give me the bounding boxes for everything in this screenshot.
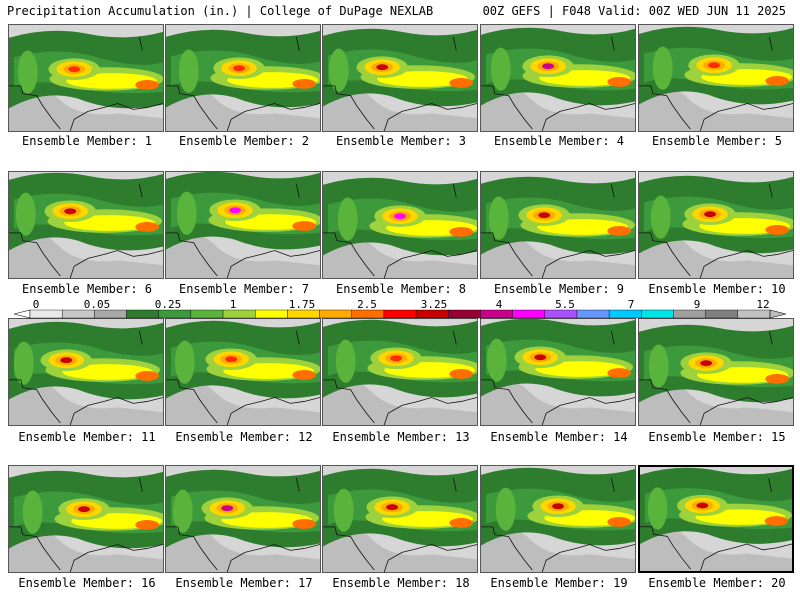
colorbar-tick-label: 0	[32, 298, 40, 311]
colorbar-swatch	[158, 309, 192, 319]
ensemble-map-16	[8, 465, 164, 573]
colorbar-swatch	[255, 309, 288, 319]
ensemble-member-label: Ensemble Member: 10	[648, 282, 786, 296]
run-info: 00Z GEFS | F048 Valid: 00Z WED JUN 11 20…	[482, 4, 786, 18]
colorbar-swatch	[705, 309, 739, 319]
ensemble-member-label: Ensemble Member: 6	[21, 282, 153, 296]
colorbar-tick-label: 3.25	[420, 298, 448, 311]
ensemble-map-5	[638, 24, 794, 132]
ensemble-member-label: Ensemble Member: 16	[18, 576, 156, 590]
colorbar-tick-label: 4	[495, 298, 503, 311]
page-title: Precipitation Accumulation (in.) | Colle…	[7, 4, 434, 18]
ensemble-member-label: Ensemble Member: 1	[21, 134, 153, 148]
ensemble-map-18	[322, 465, 478, 573]
ensemble-member-label: Ensemble Member: 15	[648, 430, 786, 444]
ensemble-map-8	[322, 171, 478, 279]
ensemble-map-10	[638, 171, 794, 279]
colorbar-tick-label: 2.5	[357, 298, 377, 311]
colorbar-swatch	[448, 309, 481, 319]
colorbar-swatch	[29, 309, 63, 319]
colorbar-tick-label: 1	[229, 298, 237, 311]
colorbar-swatch	[480, 309, 513, 319]
ensemble-map-3	[322, 24, 478, 132]
colorbar-swatch	[126, 309, 159, 319]
ensemble-member-label: Ensemble Member: 12	[175, 430, 313, 444]
colorbar-swatch	[415, 309, 449, 319]
ensemble-member-label: Ensemble Member: 5	[651, 134, 783, 148]
colorbar-tick-label: 0.05	[83, 298, 111, 311]
colorbar-swatch	[319, 309, 352, 319]
colorbar-tick-label: 5.5	[555, 298, 575, 311]
ensemble-member-label: Ensemble Member: 8	[335, 282, 467, 296]
ensemble-map-12	[165, 318, 321, 426]
ensemble-map-6	[8, 171, 164, 279]
colorbar-swatch	[673, 309, 706, 319]
ensemble-map-13	[322, 318, 478, 426]
ensemble-member-label: Ensemble Member: 13	[332, 430, 470, 444]
ensemble-member-label: Ensemble Member: 7	[178, 282, 310, 296]
ensemble-member-label: Ensemble Member: 14	[490, 430, 628, 444]
colorbar-swatch	[544, 309, 578, 319]
colorbar-tick-label: 0.25	[154, 298, 182, 311]
ensemble-map-4	[480, 24, 636, 132]
colorbar-swatch	[512, 309, 545, 319]
ensemble-map-11	[8, 318, 164, 426]
colorbar-tick-label: 12	[756, 298, 770, 311]
colorbar-swatch	[383, 309, 417, 319]
ensemble-map-7	[165, 171, 321, 279]
colorbar-swatch	[608, 309, 642, 319]
ensemble-member-label: Ensemble Member: 11	[18, 430, 156, 444]
ensemble-map-15	[638, 318, 794, 426]
colorbar-swatch	[641, 309, 674, 319]
ensemble-map-2	[165, 24, 321, 132]
colorbar-swatch	[222, 309, 256, 319]
colorbar-swatch	[61, 309, 95, 319]
ensemble-map-20	[638, 465, 794, 573]
colorbar-tick-label: 9	[693, 298, 701, 311]
ensemble-map-9	[480, 171, 636, 279]
ensemble-member-label: Ensemble Member: 17	[175, 576, 313, 590]
ensemble-member-label: Ensemble Member: 19	[490, 576, 628, 590]
colorbar-swatch	[351, 309, 385, 319]
ensemble-map-17	[165, 465, 321, 573]
ensemble-member-label: Ensemble Member: 9	[493, 282, 625, 296]
colorbar-swatch	[737, 309, 771, 319]
colorbar-swatch	[94, 309, 127, 319]
ensemble-map-14	[480, 318, 636, 426]
ensemble-member-label: Ensemble Member: 2	[178, 134, 310, 148]
ensemble-member-label: Ensemble Member: 4	[493, 134, 625, 148]
precip-colorbar	[14, 309, 786, 319]
ensemble-member-label: Ensemble Member: 18	[332, 576, 470, 590]
colorbar-tick-label: 1.75	[288, 298, 316, 311]
colorbar-swatch	[287, 309, 320, 319]
ensemble-map-19	[480, 465, 636, 573]
colorbar-swatch	[576, 309, 610, 319]
colorbar-swatch	[190, 309, 224, 319]
ensemble-member-label: Ensemble Member: 20	[648, 576, 786, 590]
ensemble-member-label: Ensemble Member: 3	[335, 134, 467, 148]
ensemble-map-1	[8, 24, 164, 132]
colorbar-tick-label: 7	[627, 298, 635, 311]
